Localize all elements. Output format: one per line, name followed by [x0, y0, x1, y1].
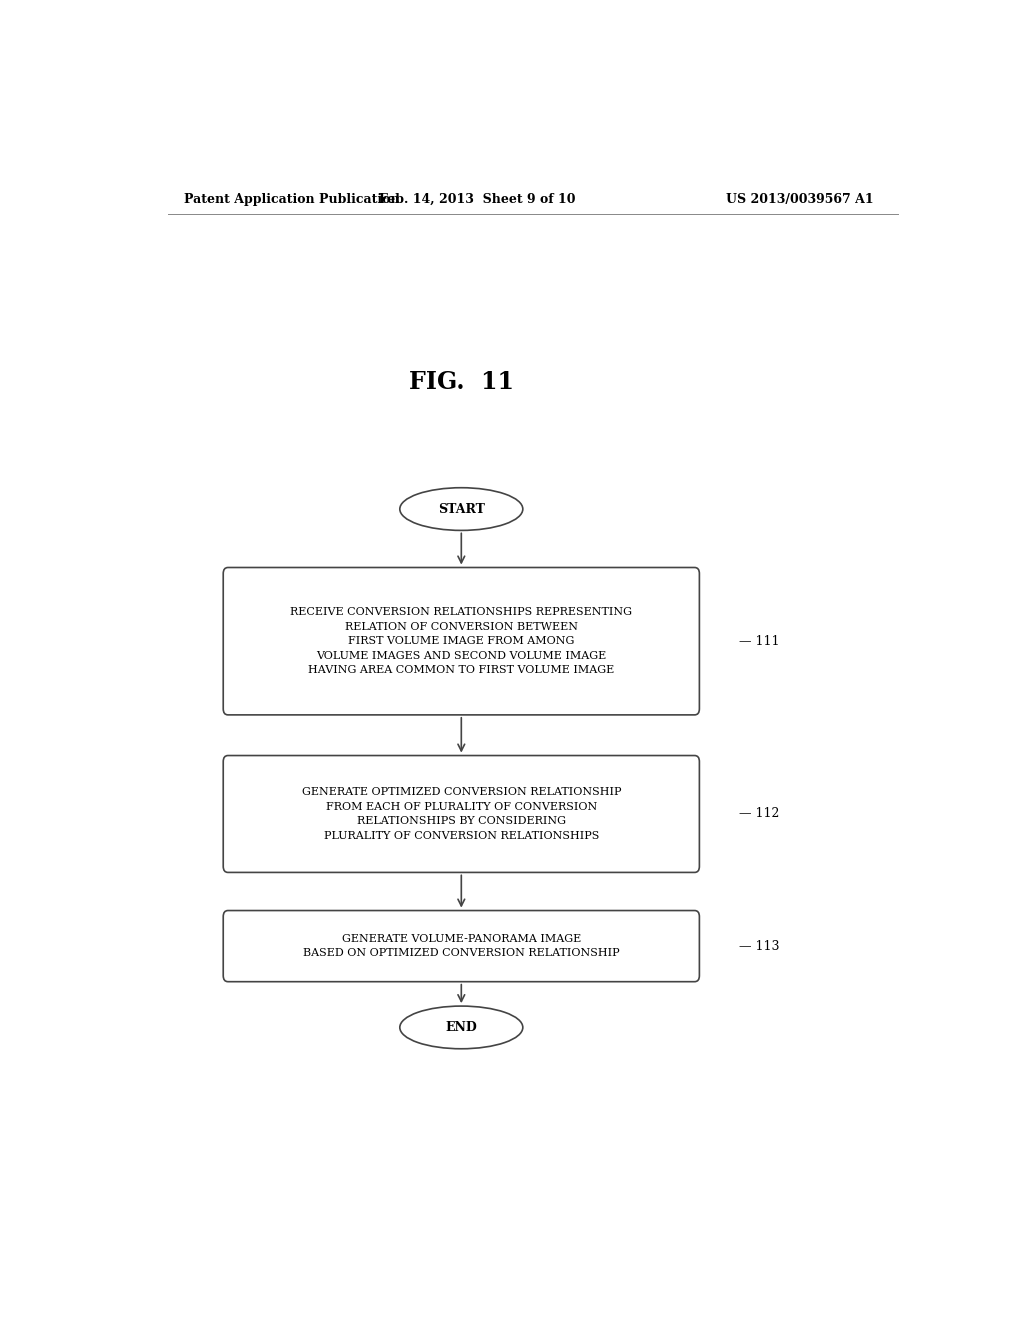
Text: START: START — [438, 503, 484, 516]
Text: — 111: — 111 — [739, 635, 779, 648]
Text: US 2013/0039567 A1: US 2013/0039567 A1 — [726, 193, 873, 206]
Text: GENERATE VOLUME-PANORAMA IMAGE
BASED ON OPTIMIZED CONVERSION RELATIONSHIP: GENERATE VOLUME-PANORAMA IMAGE BASED ON … — [303, 935, 620, 958]
Text: GENERATE OPTIMIZED CONVERSION RELATIONSHIP
FROM EACH OF PLURALITY OF CONVERSION
: GENERATE OPTIMIZED CONVERSION RELATIONSH… — [301, 787, 622, 841]
FancyBboxPatch shape — [223, 755, 699, 873]
FancyBboxPatch shape — [223, 911, 699, 982]
Text: — 112: — 112 — [739, 808, 779, 821]
Ellipse shape — [399, 487, 523, 531]
Ellipse shape — [399, 1006, 523, 1049]
Text: FIG.  11: FIG. 11 — [409, 370, 514, 393]
FancyBboxPatch shape — [223, 568, 699, 715]
Text: Feb. 14, 2013  Sheet 9 of 10: Feb. 14, 2013 Sheet 9 of 10 — [379, 193, 575, 206]
Text: RECEIVE CONVERSION RELATIONSHIPS REPRESENTING
RELATION OF CONVERSION BETWEEN
FIR: RECEIVE CONVERSION RELATIONSHIPS REPRESE… — [291, 607, 632, 675]
Text: END: END — [445, 1020, 477, 1034]
Text: Patent Application Publication: Patent Application Publication — [183, 193, 399, 206]
Text: — 113: — 113 — [739, 940, 779, 953]
